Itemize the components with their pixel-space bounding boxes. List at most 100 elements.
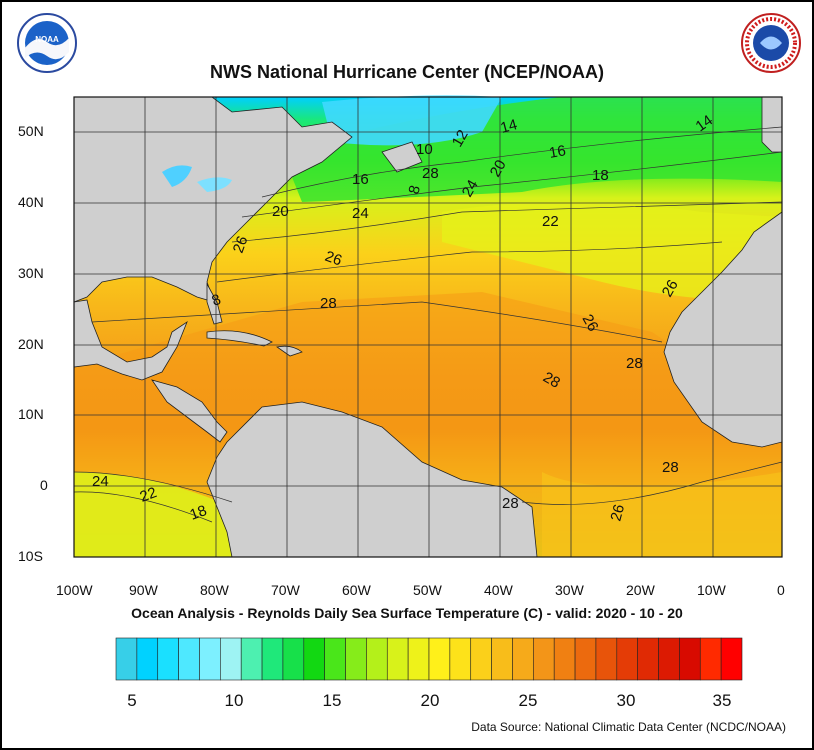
lon-label: 20W	[626, 582, 655, 598]
colorbar-label: 30	[617, 691, 636, 710]
contour-label: 28	[662, 459, 679, 476]
south-america-land	[206, 401, 538, 558]
contour-label: 18	[188, 502, 209, 524]
grid-lines	[74, 97, 782, 557]
colorbar-swatch	[199, 637, 221, 681]
subtropical-yellow	[442, 202, 782, 302]
contour-label: 16	[548, 142, 567, 162]
colorbar-swatch	[699, 637, 722, 681]
colorbar-swatch	[491, 637, 513, 681]
colorbar-swatch	[136, 637, 159, 681]
data-source-credit: Data Source: National Climatic Data Cent…	[471, 720, 786, 734]
colorbar-swatch	[574, 637, 597, 681]
contour-label: 26	[323, 248, 344, 270]
newfoundland	[381, 141, 423, 173]
lon-label: 80W	[200, 582, 229, 598]
colorbar-swatch	[679, 637, 701, 681]
contour-label: 24	[92, 473, 109, 490]
colorbar-label: 20	[421, 691, 440, 710]
colorbar-label: 25	[519, 691, 538, 710]
north-america-land	[73, 96, 353, 303]
colorbar-swatch	[616, 637, 638, 681]
cool-tongue-pacific	[74, 472, 232, 557]
svg-text:NOAA: NOAA	[35, 35, 59, 44]
colorbar-swatch	[512, 637, 534, 681]
colorbar-swatch	[366, 637, 388, 681]
contour-label: 16	[352, 171, 369, 188]
contour-label: 14	[693, 112, 716, 135]
colorbar-label: 35	[713, 691, 732, 710]
colorbar-swatch	[220, 637, 242, 681]
colorbar-swatch	[553, 637, 576, 681]
colorbar-swatch	[637, 637, 659, 681]
colorbar-swatch	[345, 637, 367, 681]
lat-label: 0	[40, 477, 48, 493]
contour-label: 24	[352, 205, 369, 222]
contour-label: 28	[320, 295, 337, 312]
colorbar-swatch	[533, 637, 555, 681]
contour-label: 26	[659, 277, 682, 300]
labrador-sea-cold	[322, 95, 502, 146]
contour-label: 28	[626, 355, 643, 372]
colorbar-swatch	[407, 637, 430, 681]
plot-border	[73, 96, 783, 558]
south-atlantic-cool	[542, 472, 782, 557]
colorbar-label: 5	[127, 691, 136, 710]
lon-label: 90W	[129, 582, 158, 598]
mexico-land	[73, 299, 188, 381]
colorbar-swatch	[282, 637, 305, 681]
colorbar-swatch	[240, 637, 263, 681]
colorbar-label: 15	[323, 691, 342, 710]
chart-title: NWS National Hurricane Center (NCEP/NOAA…	[209, 62, 605, 82]
colorbar-swatch	[595, 637, 618, 681]
lon-label: 100W	[56, 582, 93, 598]
lon-label: 0	[777, 582, 785, 598]
lat-label: 20N	[18, 336, 44, 352]
lat-label: 40N	[18, 194, 44, 210]
cuba	[206, 330, 273, 347]
contour-label: 12	[449, 127, 472, 150]
contour-label: 28	[540, 369, 563, 392]
noaa-logo: NOAA	[16, 12, 78, 79]
lon-label: 70W	[271, 582, 300, 598]
colorbar-swatch	[115, 637, 138, 681]
lon-label: 50W	[413, 582, 442, 598]
contour-label: 20	[487, 157, 510, 180]
colorbar-swatch	[157, 637, 179, 681]
lat-label: 50N	[18, 123, 44, 139]
africa-land	[663, 211, 783, 448]
lon-label: 40W	[484, 582, 513, 598]
britain-land	[761, 96, 783, 153]
contour-label: 18	[592, 167, 609, 184]
colorbar-swatch	[303, 637, 325, 681]
colorbar-swatch	[470, 637, 492, 681]
colorbar: 5 10 15 20 25 30 35	[115, 637, 743, 710]
contour-label: 10	[416, 141, 433, 158]
colorbar-swatch	[386, 637, 409, 681]
lat-label: 30N	[18, 265, 44, 281]
great-lakes-east	[197, 177, 232, 192]
colorbar-swatch	[658, 637, 680, 681]
contour-label: 26	[230, 234, 252, 255]
contour-label: 28	[502, 495, 519, 512]
nws-logo	[740, 12, 802, 79]
great-lakes	[162, 165, 192, 187]
colorbar-swatch	[324, 637, 346, 681]
colorbar-swatch	[720, 637, 743, 681]
lon-label: 60W	[342, 582, 371, 598]
colorbar-swatch	[449, 637, 472, 681]
colorbar-label: 10	[225, 691, 244, 710]
contour-label: 26	[579, 312, 602, 335]
lon-label: 30W	[555, 582, 584, 598]
chart-subtitle: Ocean Analysis - Reynolds Daily Sea Surf…	[131, 605, 683, 621]
contour-label: 22	[138, 484, 159, 506]
colorbar-swatch	[178, 637, 200, 681]
lat-label: 10S	[18, 548, 43, 564]
contour-label: 20	[272, 203, 289, 220]
contour-label: 22	[542, 213, 559, 230]
contour-label: 26	[607, 503, 628, 524]
contour-label: 24	[459, 177, 482, 200]
